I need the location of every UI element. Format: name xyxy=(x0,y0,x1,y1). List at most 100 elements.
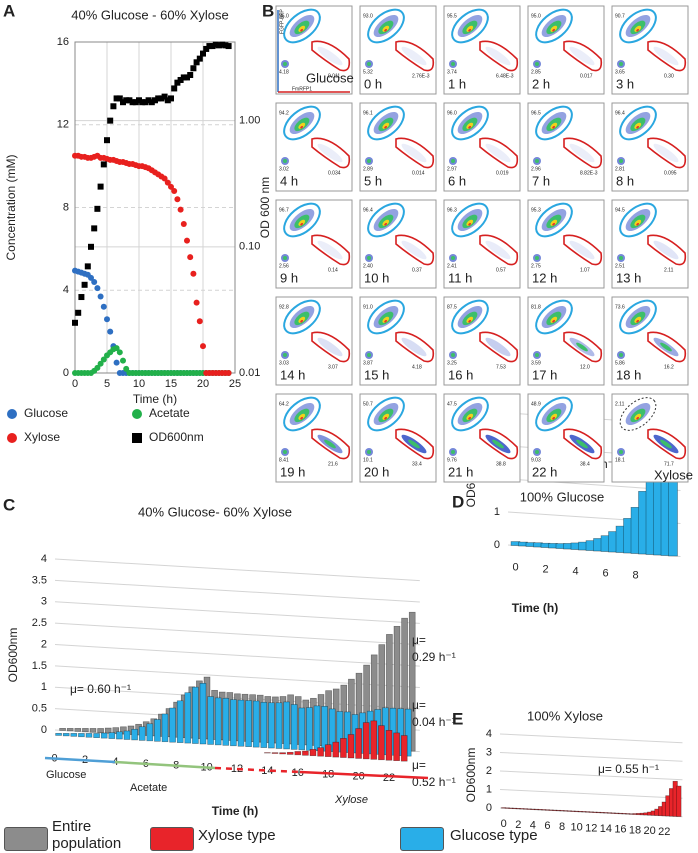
density xyxy=(468,222,472,226)
density xyxy=(298,413,306,420)
glucose-percent: 64.2 xyxy=(279,401,289,407)
legend-swatch xyxy=(150,827,200,851)
bar xyxy=(176,700,184,743)
data-point xyxy=(180,221,187,228)
data-point xyxy=(164,97,171,104)
density xyxy=(550,122,558,129)
xylose-percent: 8.82E-3 xyxy=(580,170,598,176)
density xyxy=(367,62,371,66)
xylose-percent: 33.4 xyxy=(412,461,422,467)
data-point xyxy=(97,360,104,367)
y-tick-label: 16 xyxy=(57,36,69,48)
density xyxy=(408,439,420,449)
time-label: 21 h xyxy=(448,464,473,479)
time-label: 7 h xyxy=(532,173,550,188)
gate-label: Glucose xyxy=(306,70,354,85)
grid-line xyxy=(499,770,683,781)
bar xyxy=(283,701,290,750)
density xyxy=(384,319,388,323)
xylose-percent: 12.0 xyxy=(580,364,590,370)
grid-line xyxy=(499,789,683,799)
flow-density xyxy=(449,402,511,456)
density xyxy=(401,143,427,163)
panel-label: E xyxy=(452,709,463,728)
x-tick-label: 4 xyxy=(530,819,536,831)
xylose-percent: 38.4 xyxy=(580,461,590,467)
data-point xyxy=(216,42,222,49)
gate-glucose xyxy=(535,105,573,141)
glucose-percent: 95.3 xyxy=(531,207,541,213)
xylose-percent: 0.014 xyxy=(412,170,425,176)
data-point xyxy=(116,349,123,356)
gate-xylose xyxy=(479,331,519,363)
phase-line xyxy=(299,770,429,780)
gate-xylose xyxy=(395,137,435,169)
x-axis-label: Time (h) xyxy=(133,392,177,406)
data-point xyxy=(161,175,168,182)
phase-label: Xylose xyxy=(334,794,368,806)
density xyxy=(569,46,595,66)
data-point xyxy=(168,183,174,190)
gate-glucose xyxy=(451,8,489,44)
density xyxy=(634,219,642,226)
gate-glucose xyxy=(451,396,489,432)
bar xyxy=(97,728,104,733)
y-tick-label: 8 xyxy=(63,201,69,213)
density xyxy=(401,46,427,66)
density xyxy=(550,413,558,420)
flow-density xyxy=(533,111,595,165)
xylose-percent: 6.48E-3 xyxy=(496,73,514,79)
data-point xyxy=(88,243,94,250)
density xyxy=(619,450,623,454)
gate-xylose xyxy=(479,40,519,72)
data-point xyxy=(177,206,184,213)
data-point xyxy=(180,74,187,81)
grid-line xyxy=(54,601,420,624)
data-point xyxy=(200,50,206,57)
glucose-percent: 95.5 xyxy=(447,13,457,19)
bar xyxy=(120,726,127,735)
gate-xylose xyxy=(311,428,351,460)
legend-swatch xyxy=(4,827,54,851)
x-tick-label: 6 xyxy=(602,567,608,579)
other-percent: 2.51 xyxy=(615,263,625,269)
data-point xyxy=(212,41,219,48)
x-axis-label: Time (h) xyxy=(212,804,258,818)
density xyxy=(535,353,539,357)
xylose-percent: 2.11 xyxy=(664,267,674,273)
glucose-percent: 95.0 xyxy=(531,13,541,19)
bar xyxy=(336,711,344,753)
data-point xyxy=(129,99,136,106)
time-label: 6 h xyxy=(448,173,466,188)
gate-xylose xyxy=(395,234,435,266)
glucose-percent: 91.0 xyxy=(363,304,373,310)
y-tick-label: 0 xyxy=(63,367,69,379)
flow-density xyxy=(365,111,427,165)
y-tick-label: 3.5 xyxy=(32,574,47,586)
bar xyxy=(78,733,85,738)
bar xyxy=(214,697,222,746)
gate-glucose xyxy=(367,299,405,335)
x-tick-label: 10 xyxy=(133,378,145,390)
flow-density xyxy=(449,208,511,262)
bar xyxy=(332,741,340,758)
legend-label: Acetate xyxy=(149,406,190,420)
time-label: 16 h xyxy=(448,367,473,382)
density xyxy=(300,319,304,323)
density xyxy=(384,416,388,420)
data-point xyxy=(94,205,101,212)
y-tick-label: 0 xyxy=(486,802,492,814)
y2-tick-label: 0.10 xyxy=(239,241,260,253)
density xyxy=(636,222,640,226)
time-label: 18 h xyxy=(616,367,641,382)
glucose-percent: 96.0 xyxy=(447,110,457,116)
other-percent: 2.96 xyxy=(531,166,541,172)
flow-density xyxy=(617,402,679,456)
density xyxy=(466,122,474,129)
density xyxy=(384,222,388,226)
x-tick-label: 16 xyxy=(614,824,626,836)
data-point xyxy=(126,97,133,104)
gate-glucose xyxy=(367,202,405,238)
x-tick-label: 4 xyxy=(572,565,578,577)
flow-density xyxy=(617,208,679,262)
